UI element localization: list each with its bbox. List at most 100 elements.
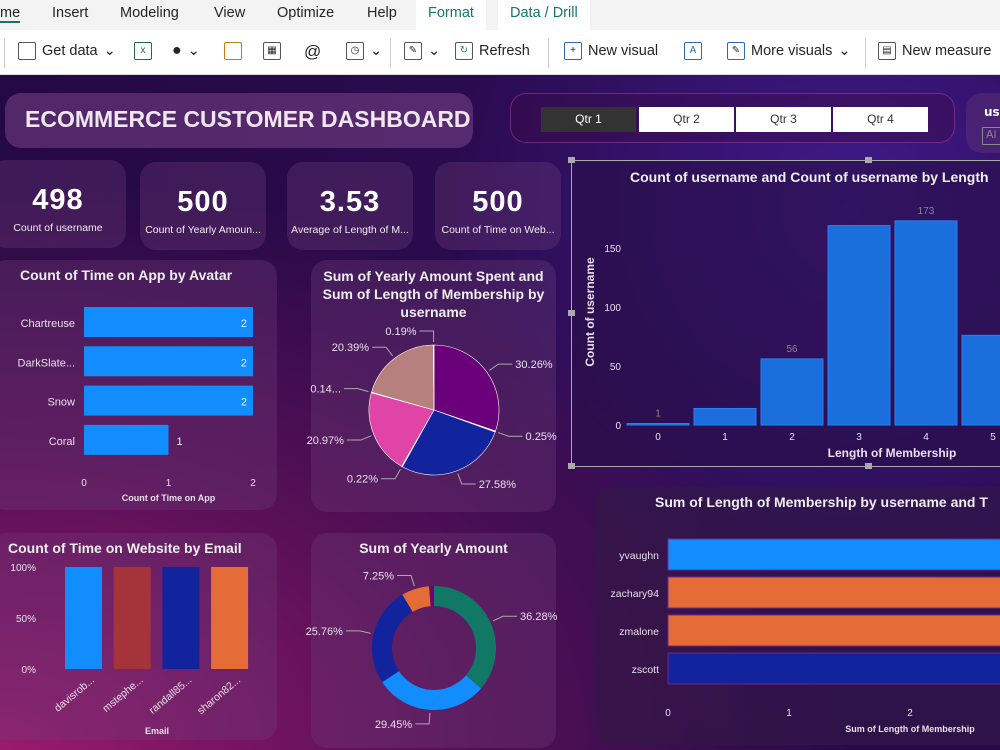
new-measure-button[interactable]: ▤ New measure [878,42,991,60]
data-label: 27.58% [479,479,517,491]
enter-data-button[interactable]: ▦ [263,42,281,60]
qtr-1-button[interactable]: Qtr 1 [541,107,636,132]
bar [667,576,1000,609]
kpi-card: 3.53 Average of Length of M... [287,162,413,250]
dataverse-button[interactable]: @ [304,42,321,62]
axis-title: Sum of Length of Membership [845,724,975,734]
more-visuals-button[interactable]: ✎ More visuals ⌄ [727,42,851,60]
bar [84,346,253,377]
data-label: 2 [241,318,247,330]
tick-label: 100% [10,563,36,574]
slice [429,586,434,607]
tab-home[interactable]: me [0,5,21,23]
data-label: 1 [655,409,661,420]
bar [760,358,824,426]
leader-line [345,630,371,634]
transform-data-button[interactable]: ✎ ⌄ [404,42,440,60]
qtr-4-button[interactable]: Qtr 4 [833,107,928,132]
tick-label: 1 [786,708,792,719]
divider [548,38,549,68]
data-label: 0.14... [310,384,341,396]
bar [65,567,102,669]
leader-line [497,432,523,437]
leader-line [489,363,513,371]
data-label: 7.25% [363,571,394,583]
data-label: 2 [241,357,247,369]
tab-format[interactable]: Format [416,0,486,30]
chart-title: Sum of Length of Membership by username … [655,494,988,510]
leader-line [372,346,394,357]
tab-optimize[interactable]: Optimize [277,5,335,21]
chevron-down-icon: ⌄ [838,43,851,59]
tick-label: 2 [250,478,256,489]
category-label: zscott [632,664,660,676]
slicer-title: us [984,105,1000,119]
avatar-chart-card[interactable]: Count of Time on App by Avatar [0,260,277,510]
slice [433,344,500,432]
tick-label: 1 [166,478,172,489]
kpi-value: 3.53 [319,186,381,218]
data-hub-button[interactable]: ● ⌄ [172,42,200,60]
tab-insert[interactable]: Insert [52,5,89,21]
tick-label: 2 [789,432,795,443]
qtr-3-button[interactable]: Qtr 3 [736,107,831,132]
refresh-button[interactable]: ↻ Refresh [455,42,530,60]
tick-label: 0 [615,421,621,432]
data-label: 0.19% [385,326,416,338]
chevron-down-icon: ⌄ [103,43,116,59]
username-slicer: us Al [966,93,1000,153]
tab-view[interactable]: View [214,5,246,21]
kpi-value: 500 [472,186,524,218]
get-data-button[interactable]: Get data ⌄ [18,42,116,60]
tick-label: 1 [722,432,728,443]
tab-data-drill[interactable]: Data / Drill [498,0,590,30]
leader-line [346,435,372,441]
leader-line [381,468,401,480]
transform-icon: ✎ [404,42,422,60]
slice [371,344,435,411]
new-visual-icon: + [564,42,582,60]
tab-modeling[interactable]: Modeling [120,5,179,21]
bar [667,614,1000,647]
text-box-icon: A [684,42,702,60]
excel-button[interactable]: x [134,42,152,60]
bar [667,652,1000,685]
excel-icon: x [134,42,152,60]
category-label: Snow [47,397,75,409]
data-label: 1 [177,436,183,448]
data-label: 36.28% [520,611,558,623]
kpi-label: Average of Length of M... [291,224,409,236]
resize-handle [568,463,575,469]
data-label: 25.76% [306,626,344,638]
donut-chart-card[interactable]: Sum of Yearly Amount [311,533,556,748]
tick-label: 100 [604,303,621,314]
text-box-button[interactable]: A [684,42,702,60]
chart-title: Sum of Yearly Amount [359,540,508,556]
more-visuals-icon: ✎ [727,42,745,60]
recent-sources-button[interactable]: ◷ ⌄ [346,42,382,60]
slice [432,344,435,411]
qtr-2-button[interactable]: Qtr 2 [639,107,734,132]
data-label: 30.26% [515,359,553,371]
dashboard-title-box: ECOMMERCE CUSTOMER DASHBOARD [5,93,473,148]
tick-label: 4 [923,432,929,443]
resize-handle [865,157,872,163]
slicer-dropdown[interactable]: Al [982,127,1000,145]
tick-label: 3 [856,432,862,443]
database-icon [18,42,36,60]
sql-button[interactable] [224,42,242,60]
category-label: davisrob... [52,674,97,714]
slice [401,409,496,476]
chevron-down-icon: ⌄ [428,43,441,59]
bar [162,567,200,669]
tab-help[interactable]: Help [367,5,397,21]
new-visual-button[interactable]: + New visual [564,42,658,60]
divider [865,38,866,68]
data-label: 0.25% [526,431,557,443]
data-label: 29.45% [375,719,413,731]
calculator-icon: ▤ [878,42,896,60]
tick-label: 0 [81,478,87,489]
bar [667,538,1000,571]
quarter-slicer: Qtr 1 Qtr 2 Qtr 3 Qtr 4 [510,93,955,143]
bar [894,220,958,426]
